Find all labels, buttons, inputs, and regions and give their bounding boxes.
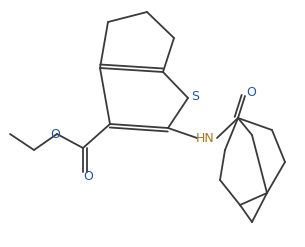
Text: O: O [246, 86, 256, 100]
Text: S: S [191, 90, 199, 103]
Text: HN: HN [196, 132, 214, 145]
Text: O: O [50, 127, 60, 141]
Text: O: O [83, 169, 93, 183]
